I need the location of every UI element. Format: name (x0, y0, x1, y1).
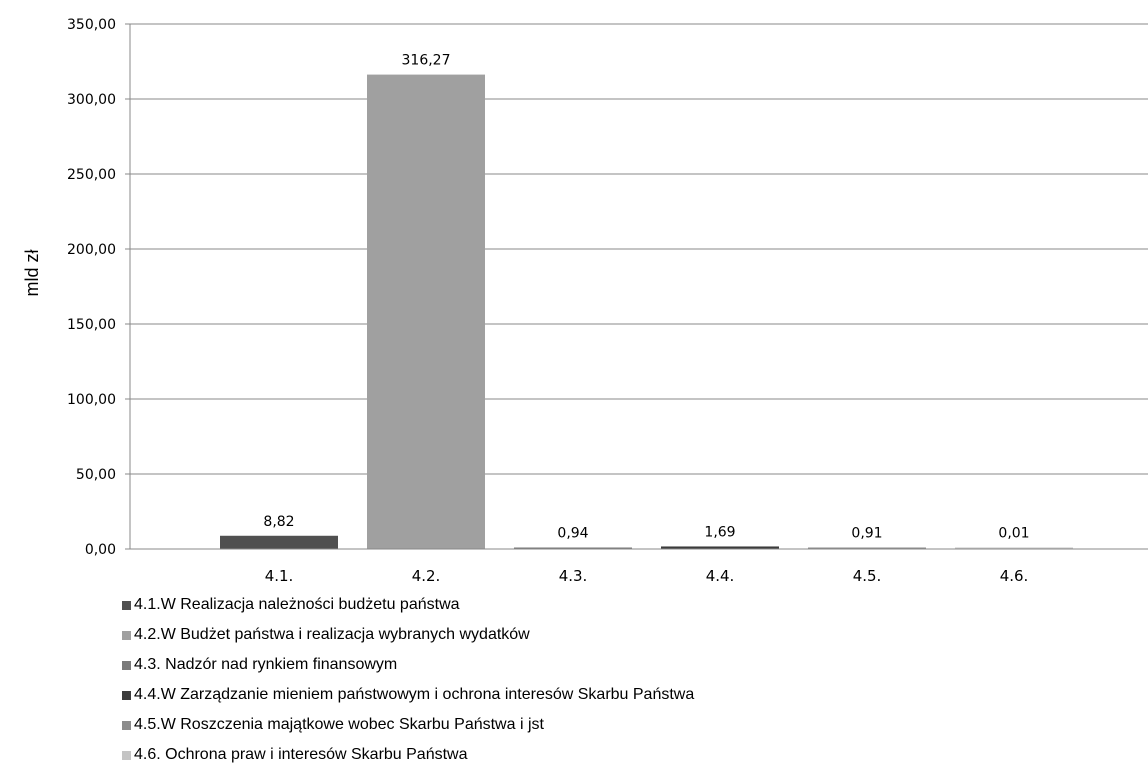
legend: 4.1.W Realizacja należności budżetu pańs… (122, 590, 694, 770)
legend-swatch (122, 600, 131, 610)
data-label: 0,91 (851, 526, 882, 542)
legend-label: 4.1.W Realizacja należności budżetu pańs… (134, 596, 460, 613)
x-tick-label: 4.2. (412, 567, 441, 585)
data-labels: 8,82 316,27 0,94 1,69 0,91 0,01 (263, 53, 1029, 542)
y-tick-label: 300,00 (67, 92, 116, 108)
legend-item: 4.5.W Roszczenia majątkowe wobec Skarbu … (122, 710, 694, 740)
legend-label: 4.3. Nadzór nad rynkiem finansowym (134, 656, 398, 673)
gridlines (130, 23, 1148, 475)
y-tick-label: 150,00 (67, 317, 116, 333)
y-axis-title: mld zł (22, 249, 42, 296)
x-tick-label: 4.5. (853, 567, 882, 585)
x-axis-ticks: 4.1. 4.2. 4.3. 4.4. 4.5. 4.6. (265, 567, 1029, 585)
bar-4-6 (955, 547, 1073, 549)
data-label: 8,82 (263, 514, 294, 530)
x-tick-label: 4.1. (265, 567, 294, 585)
data-label: 0,01 (998, 526, 1029, 542)
legend-label: 4.5.W Roszczenia majątkowe wobec Skarbu … (134, 716, 544, 733)
legend-label: 4.4.W Zarządzanie mieniem państwowym i o… (134, 686, 695, 703)
y-tick-label: 350,00 (67, 17, 116, 33)
x-tick-label: 4.3. (559, 567, 588, 585)
legend-swatch (122, 660, 131, 670)
bar-4-2 (367, 74, 485, 549)
data-label: 316,27 (402, 53, 451, 69)
y-axis-ticks: 0,00 50,00 100,00 150,00 200,00 250,00 300,00 3… (67, 17, 130, 558)
legend-item: 4.4.W Zarządzanie mieniem państwowym i o… (122, 680, 694, 710)
y-tick-label: 0,00 (85, 542, 116, 558)
y-tick-label: 250,00 (67, 167, 116, 183)
bar-chart: mld zł 0,00 50,00 100,00 150,00 200,00 250,00… (22, 17, 1148, 585)
y-tick-label: 50,00 (76, 467, 116, 483)
data-label: 1,69 (704, 524, 735, 540)
legend-swatch (122, 720, 131, 730)
bar-4-1 (220, 535, 338, 549)
legend-item: 4.2.W Budżet państwa i realizacja wybran… (122, 620, 694, 650)
x-tick-label: 4.6. (1000, 567, 1029, 585)
bars (220, 74, 1073, 549)
y-tick-label: 100,00 (67, 392, 116, 408)
legend-item: 4.3. Nadzór nad rynkiem finansowym (122, 650, 694, 680)
bar-4-4 (661, 546, 779, 549)
legend-label: 4.6. Ochrona praw i interesów Skarbu Pań… (134, 746, 468, 763)
legend-swatch (122, 630, 131, 640)
legend-label: 4.2.W Budżet państwa i realizacja wybran… (134, 626, 530, 643)
legend-item: 4.1.W Realizacja należności budżetu pańs… (122, 590, 694, 620)
bar-4-5 (808, 547, 926, 549)
bar-4-3 (514, 547, 632, 549)
data-label: 0,94 (557, 526, 588, 542)
legend-item: 4.6. Ochrona praw i interesów Skarbu Pań… (122, 740, 694, 770)
y-tick-label: 200,00 (67, 242, 116, 258)
x-tick-label: 4.4. (706, 567, 735, 585)
legend-swatch (122, 690, 131, 700)
legend-swatch (122, 750, 131, 760)
